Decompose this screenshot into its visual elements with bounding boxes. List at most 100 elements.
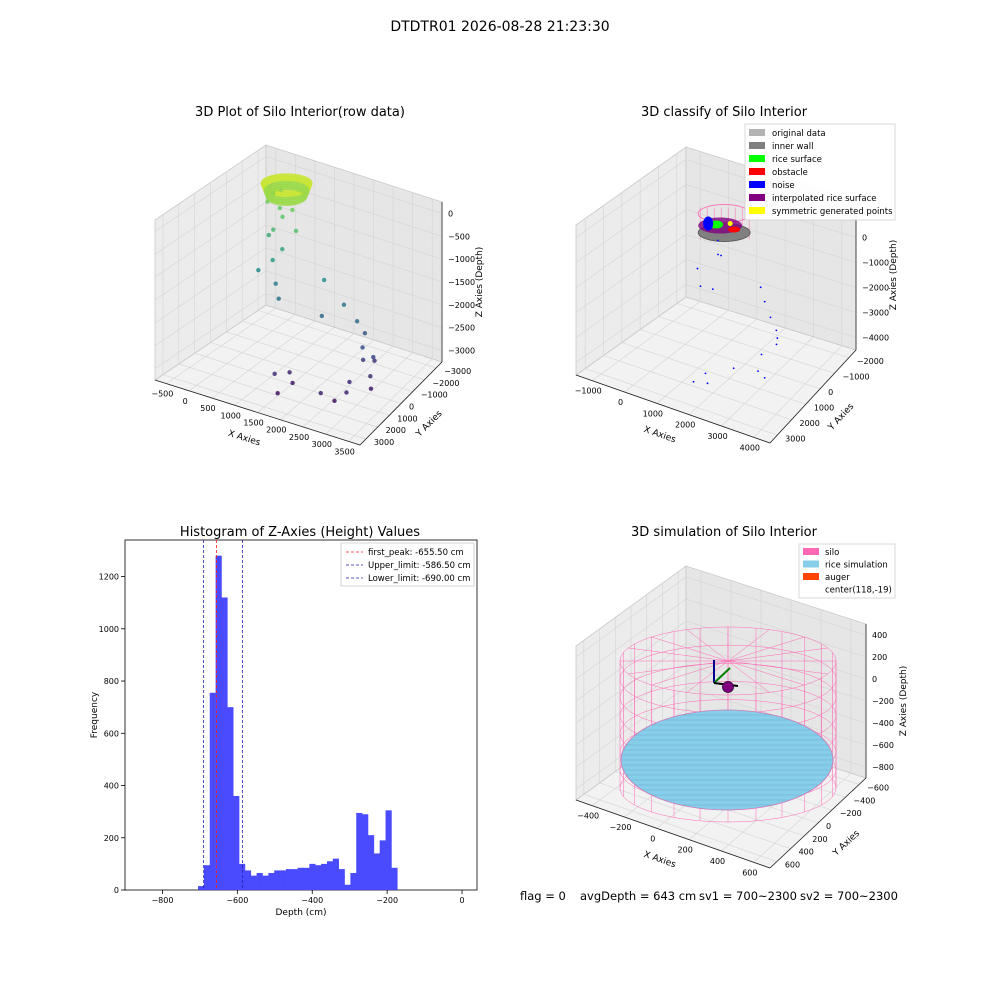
p2-legend-swatch bbox=[749, 194, 765, 201]
p1-data-point bbox=[272, 371, 277, 377]
p3-x-tick-label: −800 bbox=[151, 896, 173, 905]
p3-hist-bar bbox=[209, 692, 216, 890]
p2-noise-point bbox=[717, 253, 719, 256]
p1-x-tick-label: −500 bbox=[151, 390, 173, 399]
p4-grid-y bbox=[583, 794, 777, 862]
p1-grid-z bbox=[154, 270, 443, 346]
p2-grid-y bbox=[658, 316, 835, 374]
p3-legend-box bbox=[340, 542, 475, 587]
p4-y-tick-label: 400 bbox=[799, 848, 814, 857]
p2-legend-label: inner wall bbox=[772, 142, 813, 152]
p2-noise-point bbox=[711, 288, 714, 291]
p2-noise-point bbox=[699, 285, 702, 288]
p1-x-tick-label: 2500 bbox=[289, 433, 309, 442]
p3-x-tick-label: −200 bbox=[376, 896, 398, 905]
p2-z-tick-label: −4000 bbox=[862, 334, 889, 343]
p1-data-point bbox=[332, 398, 337, 404]
p4-silo-wire-top-spoke bbox=[628, 647, 729, 662]
p3-hist-bar bbox=[309, 863, 316, 890]
panel1-title: 3D Plot of Silo Interior(row data) bbox=[195, 105, 405, 120]
p4-x-tick-label: 600 bbox=[742, 868, 757, 877]
p2-z-tick-label: −2000 bbox=[862, 284, 889, 293]
p2-legend-label: noise bbox=[772, 181, 795, 191]
p3-plot-area bbox=[124, 539, 478, 891]
p2-z-axis-label: Z Axies (Depth) bbox=[889, 240, 899, 311]
p1-grid-y bbox=[242, 320, 425, 381]
p1-data-point bbox=[341, 302, 347, 307]
p3-hist-bar bbox=[391, 867, 398, 890]
p2-legend-box bbox=[744, 123, 896, 221]
p3-y-tick-label: 800 bbox=[104, 677, 119, 686]
p4-grid-z bbox=[575, 576, 867, 658]
p1-data-point bbox=[347, 379, 352, 385]
p3-hist-bar bbox=[303, 867, 310, 890]
p3-hist-bar bbox=[315, 865, 322, 890]
p3-y-tick-label: 1200 bbox=[99, 573, 119, 582]
p4-y-tick-label: 0 bbox=[826, 822, 831, 831]
p1-data-point bbox=[276, 296, 281, 301]
p1-x-tick-label: 500 bbox=[200, 404, 215, 413]
p2-legend-swatch bbox=[749, 155, 765, 162]
p3-hist-bar bbox=[350, 873, 357, 890]
p2-x-tick-label: 1000 bbox=[643, 409, 663, 418]
p4-z-tick-label: 0 bbox=[872, 675, 877, 684]
p2-noise-point bbox=[696, 267, 699, 270]
p1-data-point bbox=[372, 358, 377, 363]
p4-silo-wire-top-spoke bbox=[727, 660, 770, 693]
p2-z-tick-label: −1000 bbox=[862, 259, 889, 268]
p1-x-tick-label: 2000 bbox=[266, 426, 286, 435]
p1-y-tick-label: 0 bbox=[409, 403, 414, 412]
p1-z-axis-label: Z Axies (Depth) bbox=[475, 247, 485, 318]
p2-z-tick-label: 0 bbox=[862, 234, 867, 243]
p4-auger-y-arrow bbox=[713, 667, 731, 684]
p2-x-axis-line bbox=[575, 374, 771, 444]
p2-grid-y bbox=[621, 342, 806, 405]
p1-z-tick-label: −1500 bbox=[448, 278, 475, 287]
p3-hist-bar bbox=[332, 858, 339, 890]
p1-z-tick-label: −1000 bbox=[448, 255, 475, 264]
p1-data-point bbox=[321, 277, 327, 283]
p2-legend-swatch bbox=[749, 168, 765, 175]
p1-z-tick-label: −2000 bbox=[448, 301, 475, 310]
p2-noise-point bbox=[732, 367, 735, 370]
panel4-title: 3D simulation of Silo Interior bbox=[631, 525, 818, 540]
p3-hist-bar bbox=[280, 870, 287, 890]
p4-grid-z bbox=[575, 686, 867, 768]
p3-hist-bar bbox=[321, 863, 328, 890]
p4-x-axis-line bbox=[575, 799, 771, 869]
p1-y-tick-label: 3000 bbox=[374, 438, 394, 447]
p1-data-point bbox=[368, 374, 373, 379]
p3-hist-bar bbox=[268, 873, 275, 890]
p4-z-axis-label: Z Axies (Depth) bbox=[899, 666, 909, 737]
p1-grid-z bbox=[154, 224, 443, 301]
p1-z-tick-label: −2500 bbox=[448, 324, 475, 333]
p2-noise-cluster bbox=[703, 216, 714, 231]
p2-grid-z bbox=[575, 284, 857, 363]
p1-z-tick-label: −500 bbox=[448, 232, 470, 241]
p4-z-tick-label: −400 bbox=[872, 719, 894, 728]
p4-grid-z bbox=[575, 620, 867, 702]
p1-y-tick-label: 1000 bbox=[397, 414, 417, 423]
p3-y-tick-label: 1000 bbox=[99, 625, 119, 634]
p4-center-marker bbox=[722, 681, 734, 693]
panel-histogram: −800 −600 −400 −200 0 0 200 400 600 800 1000 1200 De… bbox=[90, 539, 478, 918]
p3-hist-bar bbox=[221, 597, 228, 890]
p4-y-tick-label: 200 bbox=[812, 835, 827, 844]
p3-hist-bar bbox=[326, 861, 334, 890]
p2-x-tick-label: −1000 bbox=[575, 387, 602, 396]
p2-x-tick-label: 0 bbox=[618, 398, 623, 407]
p1-data-point bbox=[360, 357, 366, 363]
p3-x-tick-label: −600 bbox=[226, 896, 248, 905]
p3-hist-bar bbox=[233, 795, 240, 890]
p2-legend-label: obstacle bbox=[772, 168, 808, 178]
p4-x-axis-label: X Axies bbox=[642, 850, 677, 871]
p1-data-point bbox=[268, 184, 274, 189]
p4-z-tick-label: −800 bbox=[872, 763, 894, 772]
p2-grid-y bbox=[603, 355, 792, 421]
p2-legend-label: symmetric generated points bbox=[772, 207, 893, 217]
p2-noise-point bbox=[759, 286, 762, 289]
p4-y-tick-label: −400 bbox=[853, 796, 875, 805]
p3-x-tick-label: 0 bbox=[459, 896, 464, 905]
p1-data-point bbox=[319, 313, 325, 319]
